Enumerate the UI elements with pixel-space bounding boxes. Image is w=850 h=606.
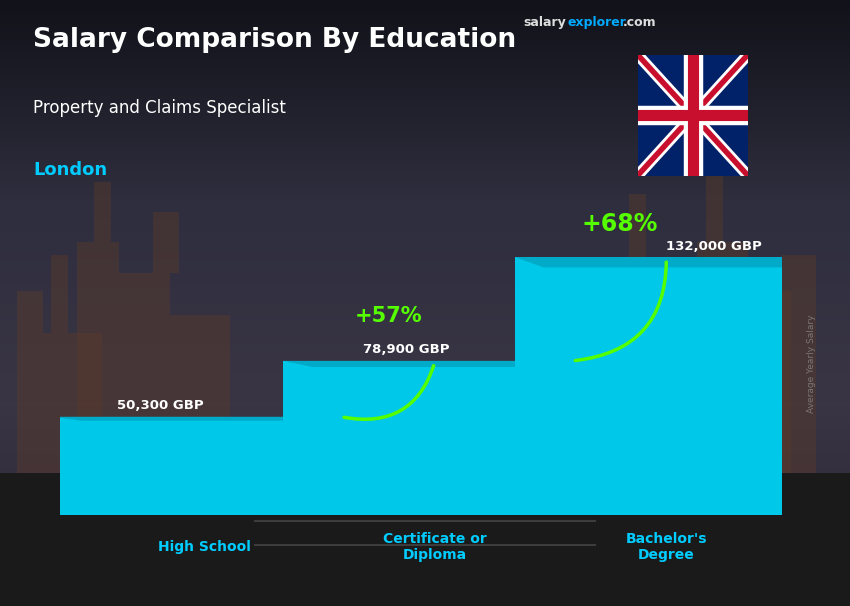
Text: Bachelor's
Degree: Bachelor's Degree bbox=[626, 532, 707, 562]
Polygon shape bbox=[94, 182, 110, 242]
Polygon shape bbox=[514, 257, 818, 267]
Polygon shape bbox=[558, 361, 586, 515]
Polygon shape bbox=[76, 242, 119, 473]
Polygon shape bbox=[119, 273, 170, 473]
Bar bbox=[514, 257, 789, 515]
Text: 78,900 GBP: 78,900 GBP bbox=[363, 344, 450, 356]
Polygon shape bbox=[51, 255, 68, 333]
Polygon shape bbox=[782, 255, 816, 473]
Bar bbox=[53, 417, 326, 515]
Text: +68%: +68% bbox=[581, 212, 658, 236]
Bar bbox=[283, 361, 558, 515]
Polygon shape bbox=[654, 315, 714, 473]
FancyArrowPatch shape bbox=[344, 366, 434, 419]
Text: salary: salary bbox=[523, 16, 565, 28]
Bar bbox=[0, 473, 850, 606]
Polygon shape bbox=[697, 242, 748, 473]
Text: Certificate or
Diploma: Certificate or Diploma bbox=[383, 532, 487, 562]
Text: 132,000 GBP: 132,000 GBP bbox=[666, 239, 762, 253]
Text: explorer: explorer bbox=[568, 16, 626, 28]
Polygon shape bbox=[153, 212, 178, 273]
Polygon shape bbox=[629, 194, 646, 273]
Text: Salary Comparison By Education: Salary Comparison By Education bbox=[33, 27, 517, 53]
Polygon shape bbox=[42, 333, 102, 473]
Text: Property and Claims Specialist: Property and Claims Specialist bbox=[33, 99, 286, 118]
Polygon shape bbox=[170, 315, 230, 473]
FancyArrowPatch shape bbox=[575, 262, 666, 361]
Polygon shape bbox=[706, 133, 722, 242]
Polygon shape bbox=[283, 361, 586, 367]
Polygon shape bbox=[17, 291, 42, 473]
Text: Average Yearly Salary: Average Yearly Salary bbox=[808, 315, 816, 413]
Polygon shape bbox=[595, 273, 654, 473]
Text: +57%: +57% bbox=[354, 306, 422, 326]
Polygon shape bbox=[789, 257, 818, 515]
Polygon shape bbox=[326, 417, 355, 515]
Text: High School: High School bbox=[157, 540, 251, 554]
Text: London: London bbox=[33, 161, 107, 179]
Polygon shape bbox=[53, 417, 355, 421]
Text: 50,300 GBP: 50,300 GBP bbox=[117, 399, 204, 412]
Text: .com: .com bbox=[622, 16, 656, 28]
Polygon shape bbox=[740, 291, 790, 473]
